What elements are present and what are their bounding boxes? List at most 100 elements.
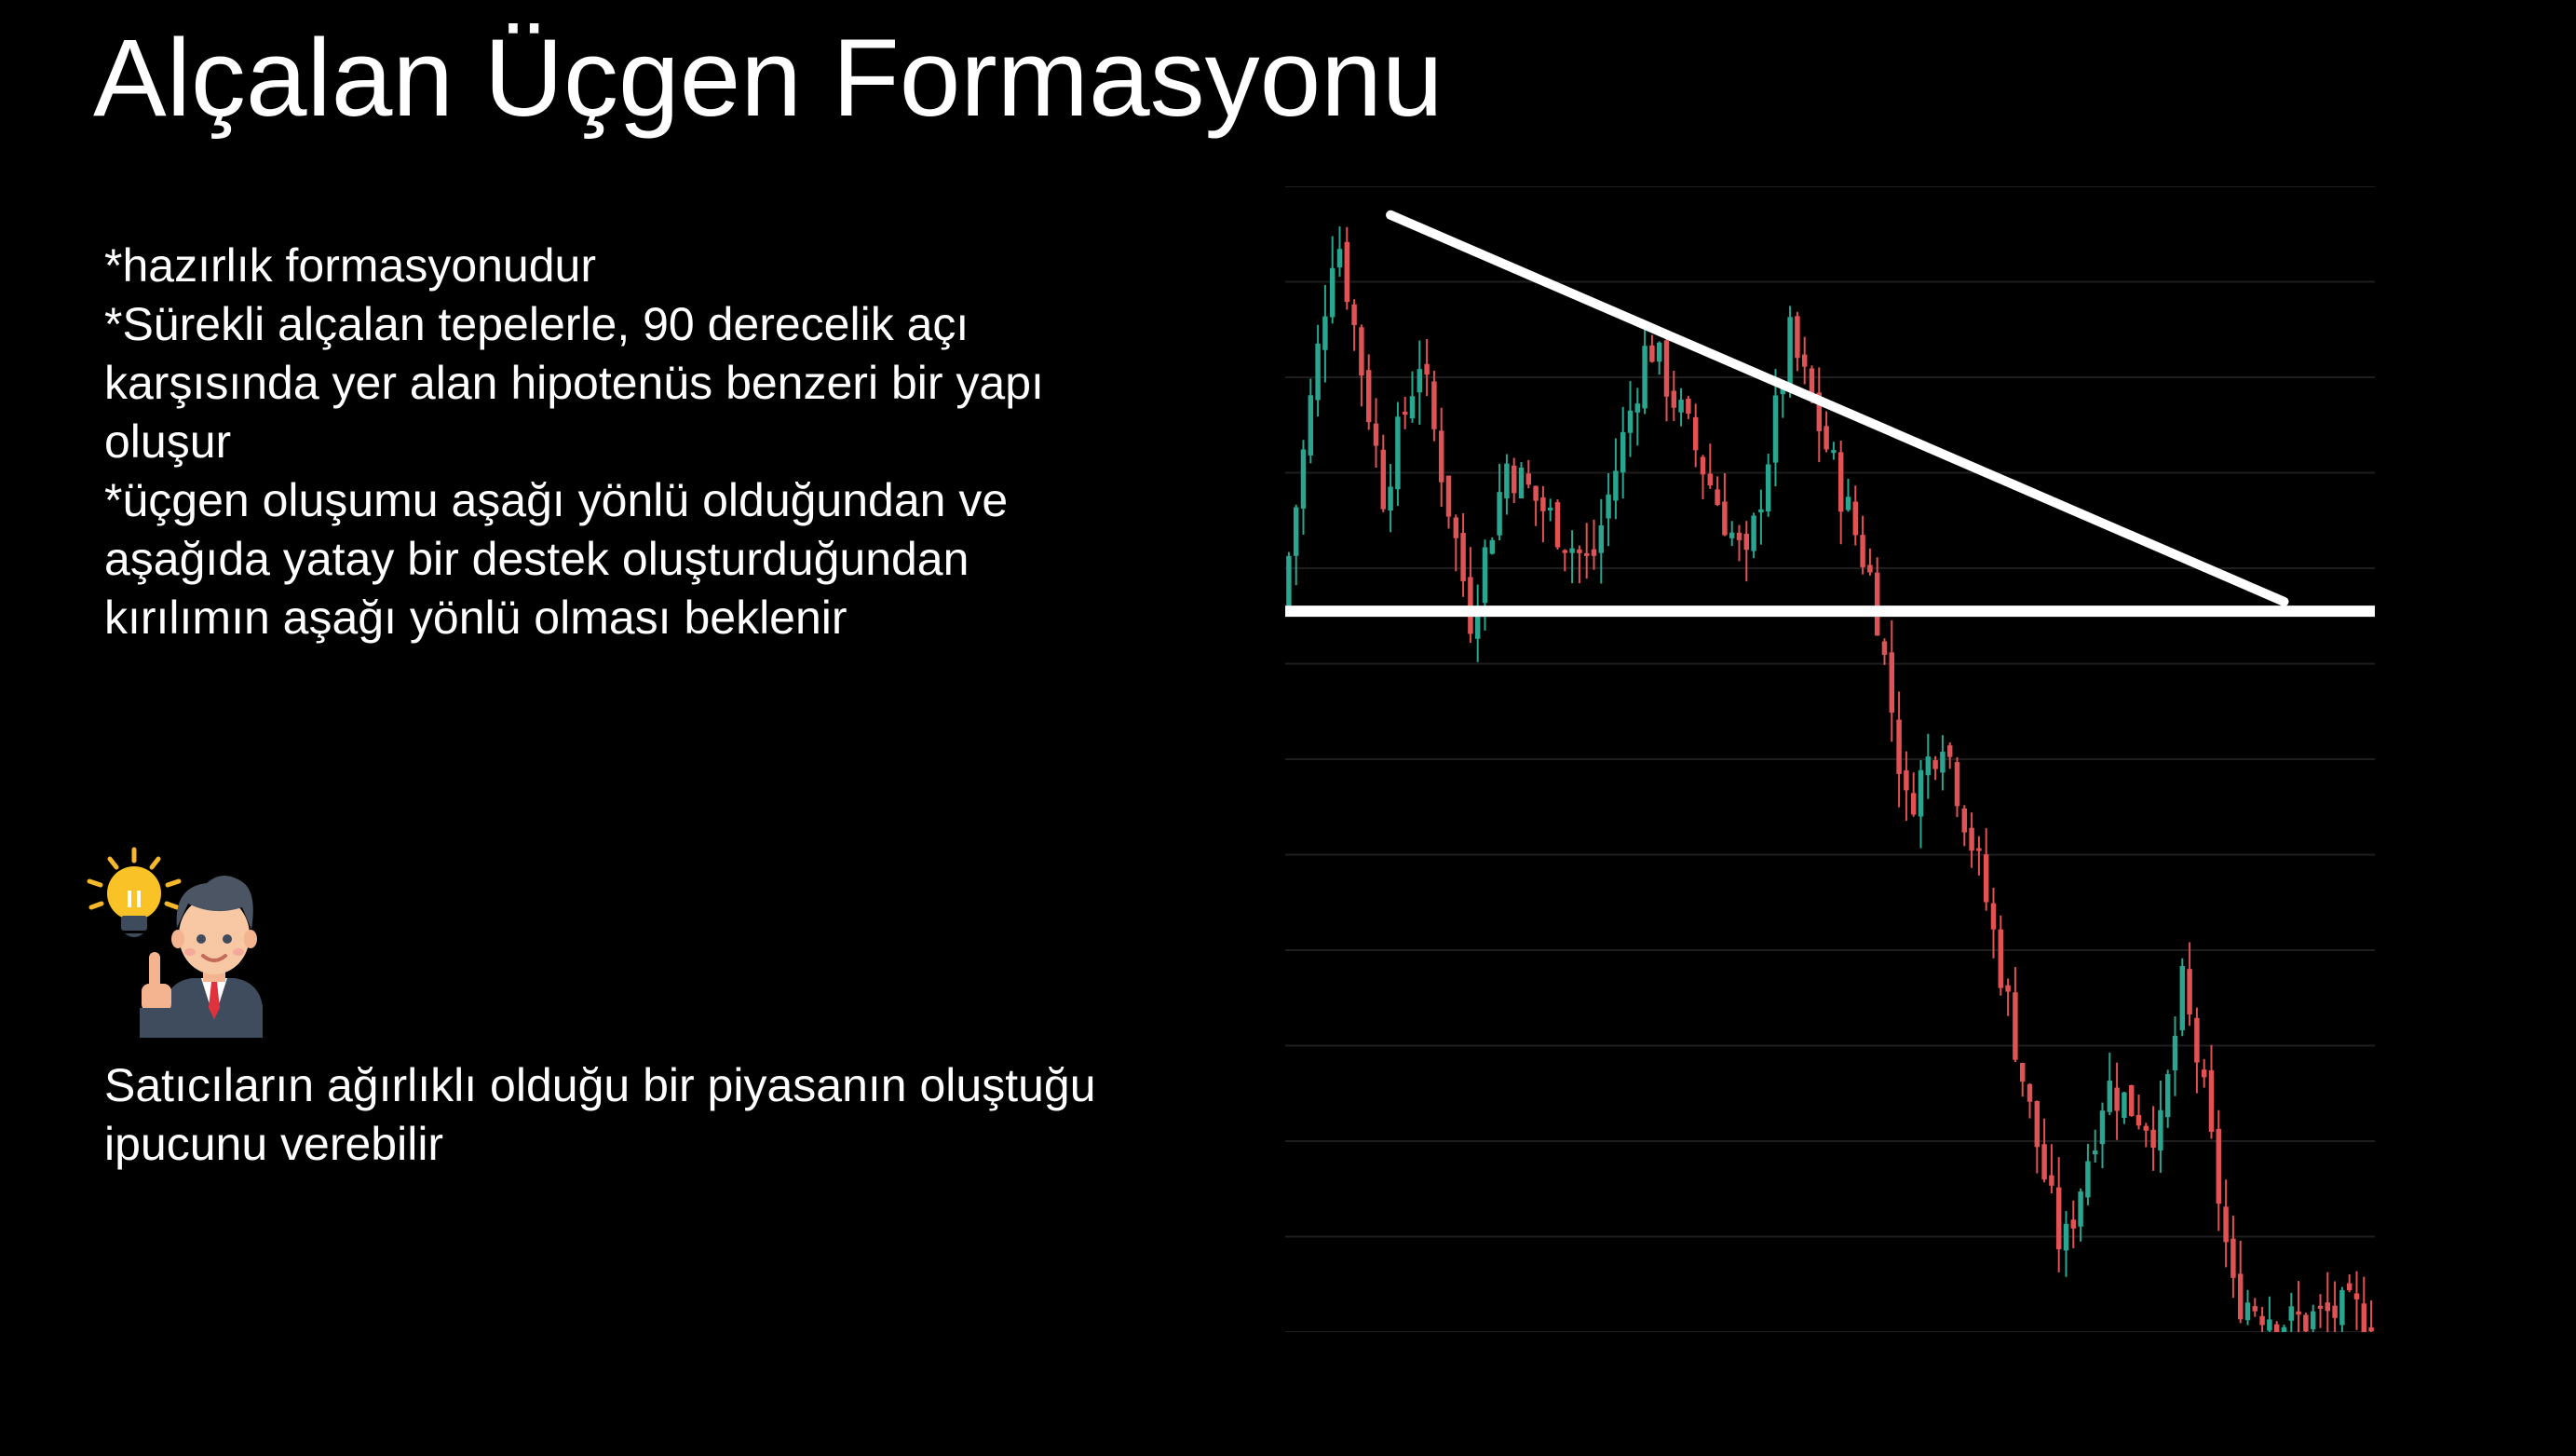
candle-body [1940,751,1946,773]
grid-lines [1285,186,2375,1332]
candle-body [1663,340,1670,397]
candle-body [2114,1087,2120,1111]
candle-body [1431,381,1437,429]
candle-body [1983,854,1989,903]
candle-body [2150,1129,2156,1149]
candle-body [2187,969,2192,1014]
candle-body [2208,1069,2215,1132]
candle-body [1497,492,1502,536]
candle-body [1700,456,1706,475]
candle-body [1837,452,1844,512]
candle-body [1649,345,1655,362]
candle-body [1417,369,1423,393]
candle-body [1365,370,1372,423]
candle-body [2201,1069,2207,1078]
candle-body [1671,390,1677,408]
candle-body [2107,1081,2113,1112]
candle-body [1656,342,1662,362]
candle-body [1707,473,1714,486]
candle-body [1562,550,1568,553]
candle-body [2034,1100,2040,1148]
candle-body [1329,267,1335,318]
candle-body [2296,1311,2301,1315]
candle-body [2027,1083,2033,1102]
candle-body [1554,502,1561,548]
candle-body [1998,929,2004,988]
candle-body [1606,494,1611,519]
candle-body [1591,549,1597,556]
candle-body [1845,497,1851,510]
candle-body [1547,507,1553,510]
candle-body [1380,449,1387,510]
candle-body [1867,565,1873,573]
candle-body [2019,1063,2026,1082]
candle-body [2361,1303,2367,1332]
candle-body [1613,470,1619,501]
candle-body [1620,431,1626,473]
candle-body [1954,762,1960,807]
candle-body [1453,517,1459,538]
candle-body [2063,1223,2069,1251]
candle-body [1322,316,1328,350]
candle-body [1409,396,1416,419]
candle-body [2164,1074,2171,1118]
candle-body [2005,985,2011,992]
candle-body [1583,552,1590,556]
candle-body [1504,463,1510,499]
candle-body [1678,400,1684,413]
candle-body [2179,966,2186,1030]
candle-body [2353,1293,2360,1300]
candle-body [1395,416,1401,490]
candle-body [1729,532,1735,538]
candle-body [2223,1206,2229,1243]
candle-body [1445,475,1452,517]
candle-body [2122,1092,2127,1119]
candle-body [1300,449,1307,509]
candle-body [2194,1017,2200,1063]
lightbulb-icon [87,847,182,937]
candle-body [1315,343,1321,401]
candle-body [1816,392,1823,431]
candle-body [1896,719,1902,774]
candle-body [2049,1175,2054,1186]
candle-body [1336,249,1343,267]
candle-body [1351,304,1357,325]
candle-body [1293,507,1299,556]
candle-body [2099,1110,2106,1145]
descending-triangle-chart [1285,186,2375,1332]
candle-body [2368,1327,2374,1332]
resistance-line [1386,210,2289,606]
candle-body [2273,1324,2280,1332]
candle-body [2041,1144,2047,1180]
candle-body [2303,1314,2309,1332]
candle-body [2085,1161,2091,1198]
candle-body [1692,416,1699,451]
candle-body [2013,992,2018,1060]
candle-body [2325,1302,2331,1312]
candle-body [1482,547,1488,604]
candle-body [2143,1125,2149,1131]
candle-body [1308,395,1314,456]
bullet-item: *Sürekli alçalan tepelerle, 90 derecelik… [104,298,1044,468]
candle-body [1736,532,1742,540]
candle-body [1881,641,1888,655]
candle-body [1787,317,1793,387]
candle-body [1932,760,1938,769]
candle-body [1751,515,1756,551]
candle-body [1969,827,1974,851]
candle-body [1765,464,1771,512]
candle-body [1904,770,1909,791]
candle-body [1824,426,1829,450]
candle-body [1460,533,1466,581]
candle-body [2055,1187,2062,1250]
bullet-item: *hazırlık formasyonudur [104,239,597,292]
candle-body [2281,1327,2287,1332]
candle-body [1511,465,1517,494]
candle-body [1852,501,1859,536]
candle-body [1772,395,1779,463]
candle-body [2317,1305,2324,1309]
candle-body [2216,1128,2222,1204]
bullet-list: *hazırlık formasyonudur *Sürekli alçalan… [104,237,1203,647]
candle-body [2310,1311,2316,1329]
candle-body [1359,327,1364,376]
